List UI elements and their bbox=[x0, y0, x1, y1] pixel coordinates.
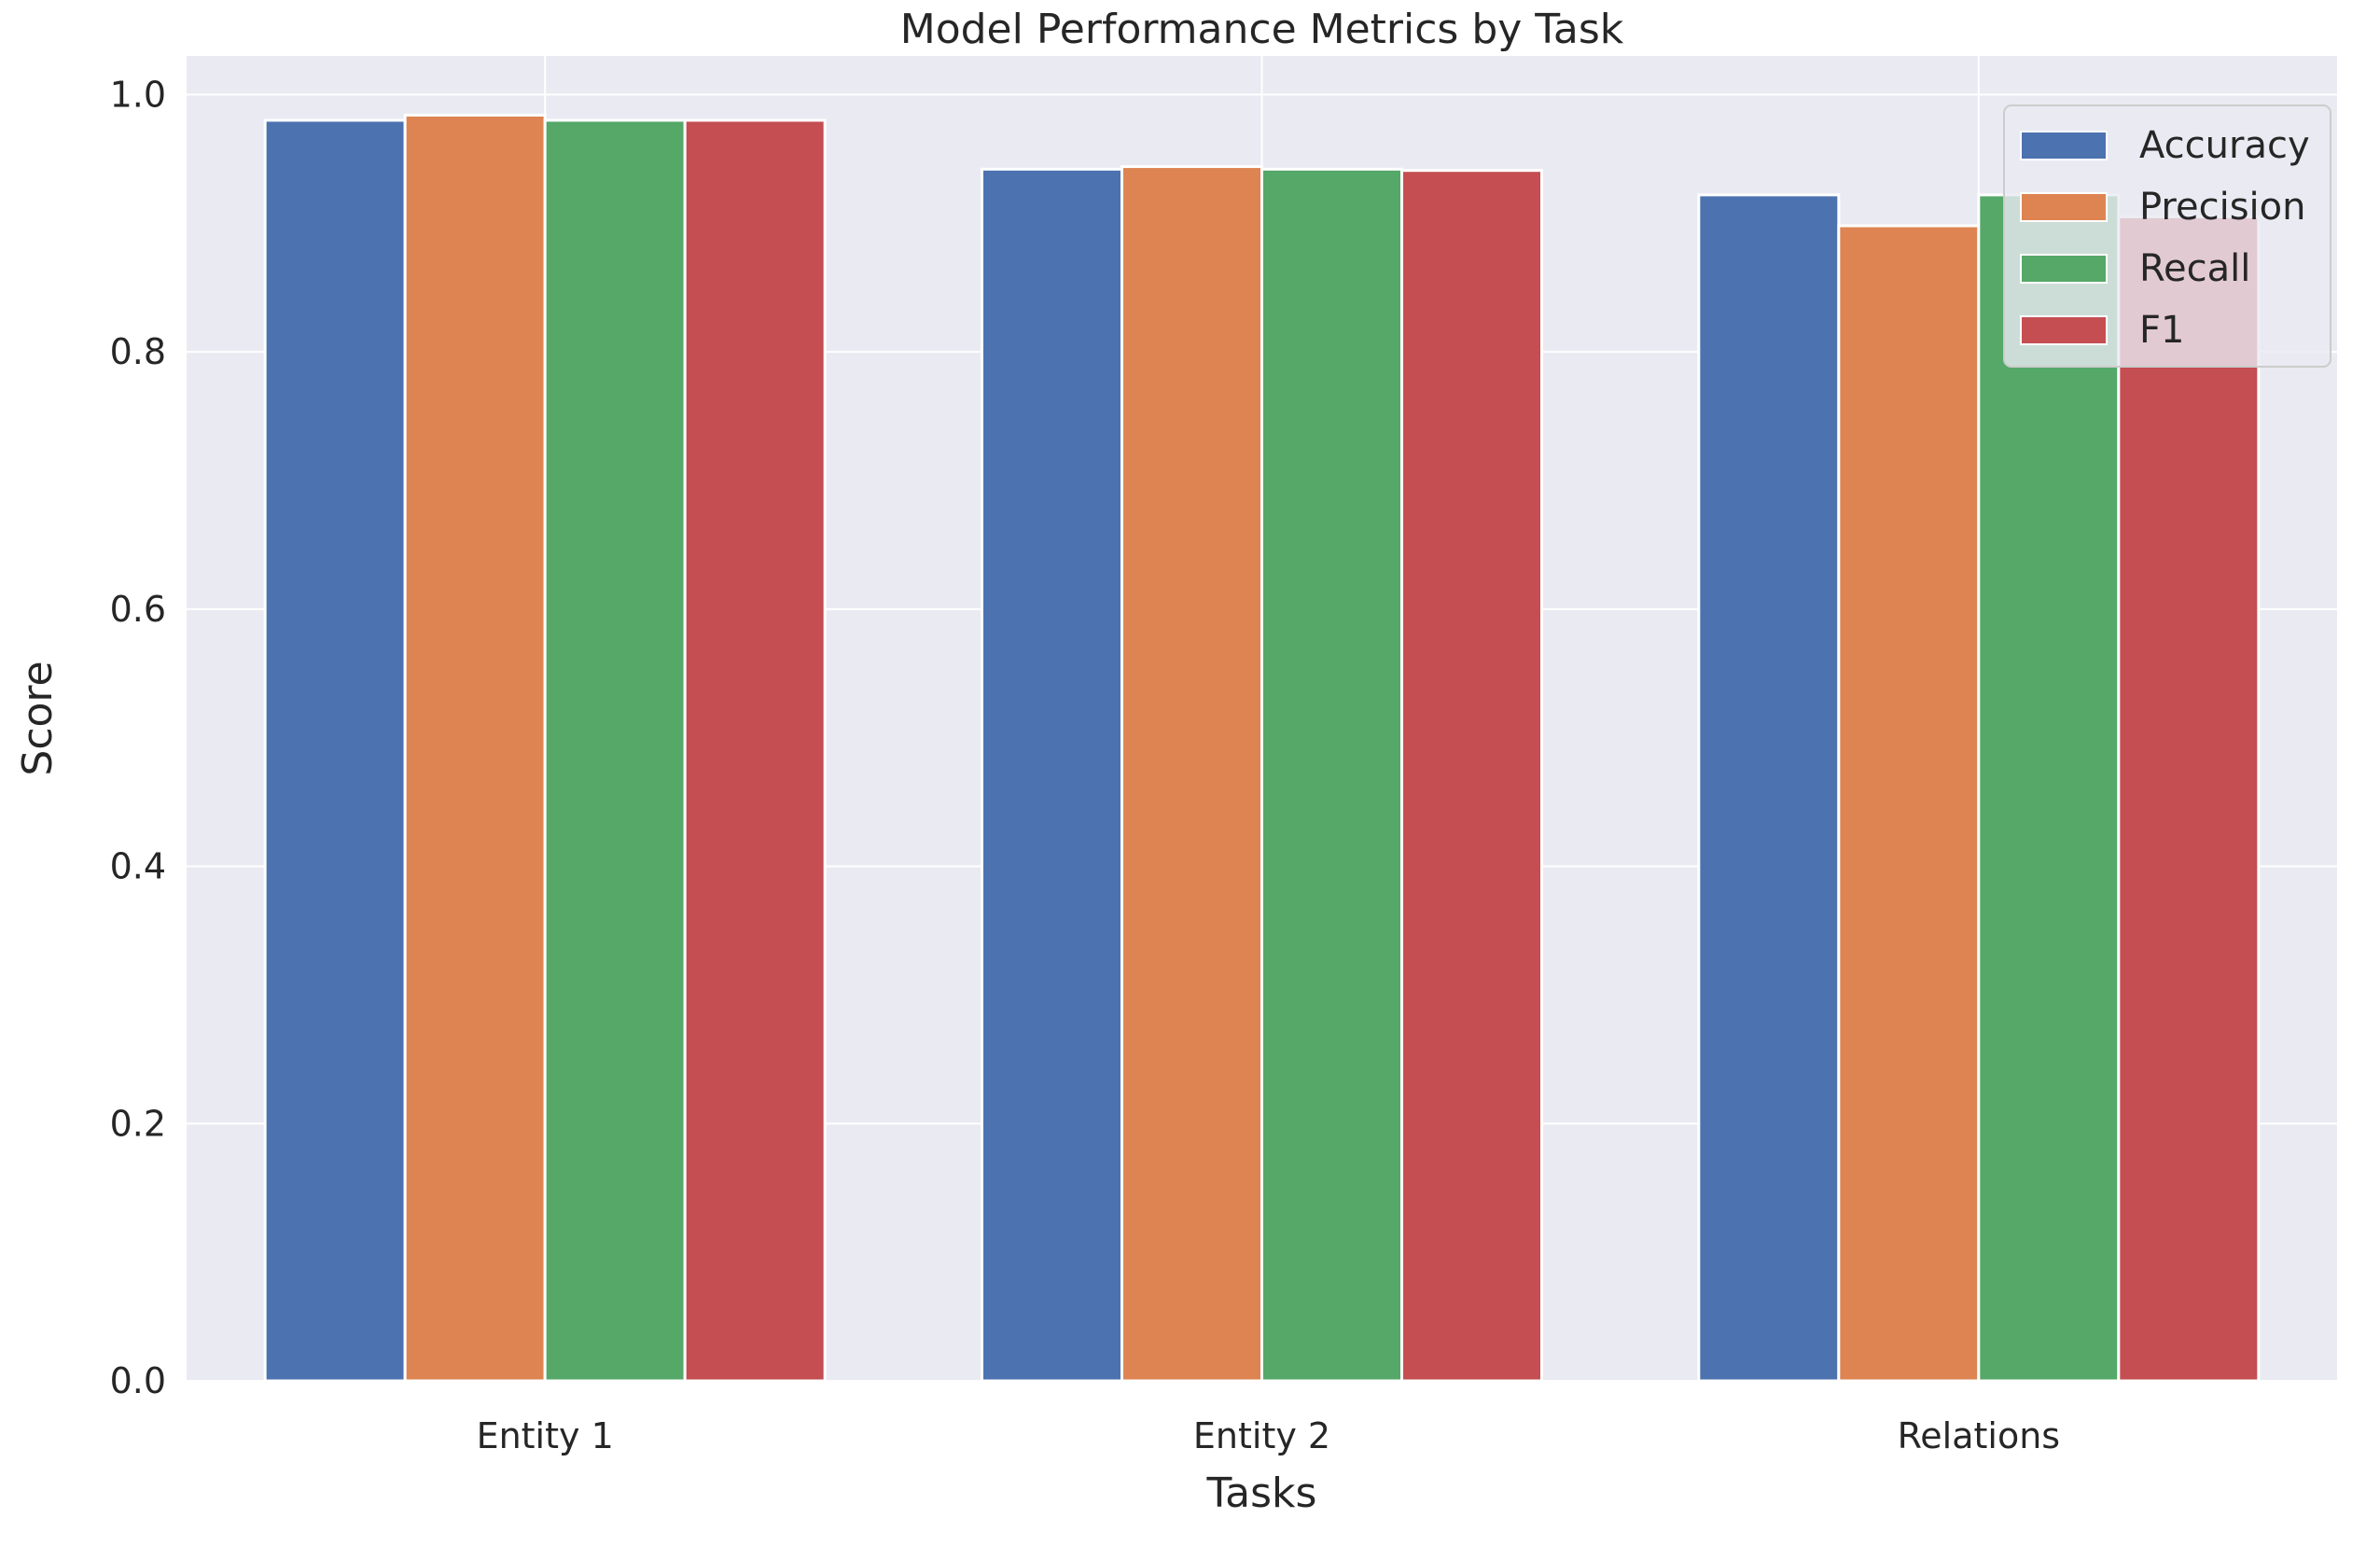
bar-accuracy-entity-2 bbox=[981, 167, 1123, 1383]
y-tick-label: 0.6 bbox=[110, 589, 166, 630]
y-tick-label: 0.0 bbox=[110, 1360, 166, 1401]
x-tick-label: Relations bbox=[1898, 1415, 2061, 1456]
y-tick-label: 0.4 bbox=[110, 846, 166, 887]
y-axis-label: Score bbox=[14, 661, 62, 775]
x-axis-label: Tasks bbox=[1206, 1469, 1317, 1517]
chart-title: Model Performance Metrics by Task bbox=[900, 6, 1624, 53]
y-axis-ticks: 0.0 0.2 0.4 0.6 0.8 1.0 bbox=[110, 74, 166, 1401]
bar-recall-relations bbox=[1977, 193, 2121, 1383]
bar-precision-relations bbox=[1837, 224, 1981, 1383]
x-tick-label: Entity 1 bbox=[477, 1415, 614, 1456]
legend-swatch-accuracy bbox=[2020, 131, 2108, 160]
bar-accuracy-entity-1 bbox=[263, 118, 407, 1383]
legend-label-recall: Recall bbox=[2139, 247, 2250, 290]
legend: Accuracy Precision Recall F1 bbox=[2003, 104, 2331, 368]
bar-accuracy-relations bbox=[1697, 193, 1841, 1383]
y-tick-label: 0.8 bbox=[110, 331, 166, 372]
y-tick-label: 0.2 bbox=[110, 1103, 166, 1144]
x-tick-label: Entity 2 bbox=[1193, 1415, 1330, 1456]
legend-swatch-f1 bbox=[2020, 315, 2108, 345]
legend-swatch-precision bbox=[2020, 192, 2108, 222]
bar-precision-entity-1 bbox=[403, 113, 547, 1383]
y-tick-label: 1.0 bbox=[110, 74, 166, 115]
legend-label-f1: F1 bbox=[2139, 309, 2184, 352]
legend-label-precision: Precision bbox=[2139, 186, 2305, 229]
bar-recall-entity-1 bbox=[543, 118, 687, 1383]
bar-f1-entity-2 bbox=[1400, 169, 1543, 1383]
bar-f1-entity-1 bbox=[683, 118, 827, 1383]
bar-precision-entity-2 bbox=[1120, 165, 1263, 1383]
legend-label-accuracy: Accuracy bbox=[2139, 124, 2310, 167]
x-axis-ticks: Entity 1 Entity 2 Relations bbox=[477, 1415, 2061, 1456]
legend-swatch-recall bbox=[2020, 254, 2108, 284]
bar-f1-relations bbox=[2117, 215, 2261, 1383]
bar-recall-entity-2 bbox=[1260, 167, 1403, 1383]
legend-box bbox=[2003, 104, 2331, 368]
bars bbox=[263, 113, 2261, 1383]
